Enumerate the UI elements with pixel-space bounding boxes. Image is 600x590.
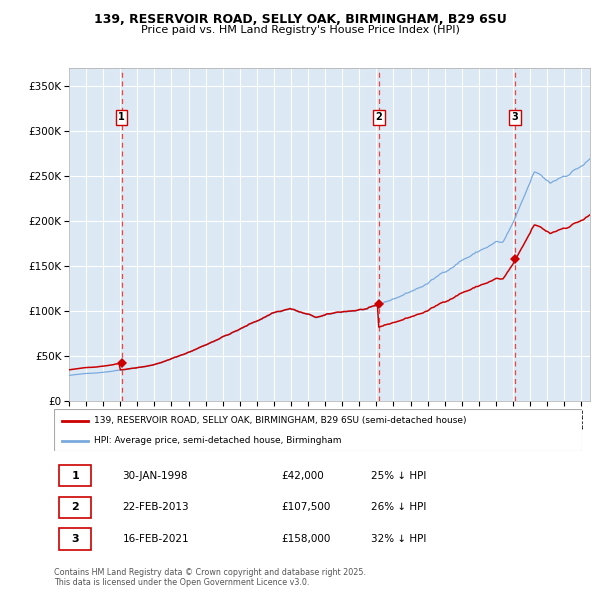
Text: HPI: Average price, semi-detached house, Birmingham: HPI: Average price, semi-detached house,… bbox=[94, 436, 341, 445]
Text: 1: 1 bbox=[71, 471, 79, 481]
Text: £42,000: £42,000 bbox=[281, 471, 324, 481]
Text: 22-FEB-2013: 22-FEB-2013 bbox=[122, 503, 189, 513]
Text: 139, RESERVOIR ROAD, SELLY OAK, BIRMINGHAM, B29 6SU (semi-detached house): 139, RESERVOIR ROAD, SELLY OAK, BIRMINGH… bbox=[94, 417, 466, 425]
Text: £158,000: £158,000 bbox=[281, 535, 331, 545]
Text: £107,500: £107,500 bbox=[281, 503, 331, 513]
FancyBboxPatch shape bbox=[59, 497, 91, 518]
Text: Contains HM Land Registry data © Crown copyright and database right 2025.: Contains HM Land Registry data © Crown c… bbox=[54, 568, 366, 576]
Text: This data is licensed under the Open Government Licence v3.0.: This data is licensed under the Open Gov… bbox=[54, 578, 310, 587]
Text: 3: 3 bbox=[71, 535, 79, 545]
FancyBboxPatch shape bbox=[59, 529, 91, 550]
Text: 25% ↓ HPI: 25% ↓ HPI bbox=[371, 471, 426, 481]
Text: 3: 3 bbox=[512, 113, 518, 122]
Text: Price paid vs. HM Land Registry's House Price Index (HPI): Price paid vs. HM Land Registry's House … bbox=[140, 25, 460, 35]
Text: 26% ↓ HPI: 26% ↓ HPI bbox=[371, 503, 426, 513]
Text: 2: 2 bbox=[376, 113, 382, 122]
FancyBboxPatch shape bbox=[59, 465, 91, 486]
Text: 16-FEB-2021: 16-FEB-2021 bbox=[122, 535, 189, 545]
Text: 30-JAN-1998: 30-JAN-1998 bbox=[122, 471, 188, 481]
Text: 1: 1 bbox=[118, 113, 125, 122]
Text: 2: 2 bbox=[71, 503, 79, 513]
Text: 139, RESERVOIR ROAD, SELLY OAK, BIRMINGHAM, B29 6SU: 139, RESERVOIR ROAD, SELLY OAK, BIRMINGH… bbox=[94, 13, 506, 26]
Text: 32% ↓ HPI: 32% ↓ HPI bbox=[371, 535, 426, 545]
